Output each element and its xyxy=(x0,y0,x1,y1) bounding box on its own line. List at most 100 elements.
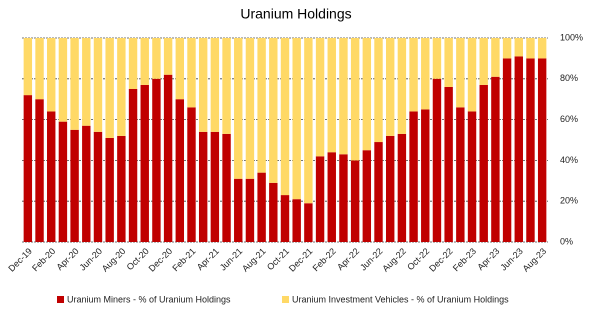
y-tick-label: 40% xyxy=(560,155,578,165)
y-tick-label: 20% xyxy=(560,196,578,206)
bar-segment xyxy=(362,38,372,151)
bar-segment xyxy=(315,38,325,157)
bar-segment xyxy=(245,38,255,179)
bar-segment xyxy=(210,131,220,242)
bar-segment xyxy=(537,58,547,243)
x-tick-label: Feb-22 xyxy=(311,246,338,273)
x-tick-label: Apr-23 xyxy=(475,246,501,272)
x-tick-label: Dec-22 xyxy=(427,246,455,274)
bar-segment xyxy=(280,195,290,242)
bar-segment xyxy=(152,78,161,242)
x-tick-label: Apr-20 xyxy=(55,246,81,272)
bar-segment xyxy=(35,99,44,242)
bar-segment xyxy=(526,58,535,243)
bar-segment xyxy=(479,84,488,242)
bar-segment xyxy=(257,38,266,173)
bar-segment xyxy=(222,38,231,134)
bar-segment xyxy=(58,38,68,122)
bar-segment xyxy=(327,38,336,153)
bar-segment xyxy=(409,38,418,112)
bar-segment xyxy=(304,38,313,204)
bar-segment xyxy=(467,38,477,112)
bar-segment xyxy=(479,38,488,85)
bar-segment xyxy=(70,129,79,242)
bar-segment xyxy=(198,38,208,132)
bar-segment xyxy=(234,38,243,179)
y-tick-label: 80% xyxy=(560,73,578,83)
bar-segment xyxy=(47,111,56,242)
bar-segment xyxy=(105,38,114,138)
x-tick-label: Jun-21 xyxy=(218,246,245,273)
bar-segment xyxy=(222,133,231,242)
bar-segment xyxy=(514,38,523,57)
bar-segment xyxy=(234,178,243,242)
bar-segment xyxy=(175,38,185,100)
bar-segment xyxy=(163,38,173,75)
bar-segment xyxy=(444,38,453,87)
bar-segment xyxy=(23,38,33,96)
bar-segment xyxy=(456,107,465,242)
x-tick-label: Jun-23 xyxy=(498,246,525,273)
bar-segment xyxy=(140,84,149,242)
bar-segment xyxy=(82,38,91,126)
x-tick-label: Aug-22 xyxy=(380,246,408,274)
x-tick-label: Jun-22 xyxy=(358,246,385,273)
legend-label: Uranium Investment Vehicles - % of Urani… xyxy=(292,294,509,304)
bar-segment xyxy=(491,76,500,242)
legend-swatch xyxy=(282,296,289,303)
bar-segment xyxy=(409,111,418,242)
bar-segment xyxy=(339,154,348,242)
bar-segment xyxy=(117,135,126,242)
x-tick-label: Feb-20 xyxy=(30,246,57,273)
bar-segment xyxy=(152,38,161,79)
bar-segment xyxy=(514,56,523,242)
bar-segment xyxy=(117,38,126,136)
bar-segment xyxy=(35,38,44,100)
bar-segment xyxy=(128,38,138,89)
bar-segment xyxy=(245,178,255,242)
bar-segment xyxy=(93,38,103,132)
bar-segment xyxy=(47,38,56,112)
bar-segment xyxy=(350,160,360,242)
legend-swatch xyxy=(57,296,64,303)
bar-segment xyxy=(292,38,301,200)
bar-segment xyxy=(292,199,301,242)
x-tick-label: Feb-23 xyxy=(451,246,478,273)
bar-segment xyxy=(280,38,290,196)
bar-segment xyxy=(105,137,114,242)
x-tick-label: Dec-19 xyxy=(6,246,34,274)
bar-segment xyxy=(269,38,278,183)
chart-title: Uranium Holdings xyxy=(240,6,351,22)
bar-segment xyxy=(491,38,500,77)
x-tick-label: Oct-22 xyxy=(405,246,431,272)
bar-segment xyxy=(304,203,313,242)
bar-segment xyxy=(502,58,512,243)
bar-segment xyxy=(397,38,407,134)
x-tick-label: Aug-23 xyxy=(521,246,549,274)
y-tick-label: 60% xyxy=(560,114,578,124)
y-tick-label: 100% xyxy=(560,32,583,42)
bar-segment xyxy=(374,38,383,143)
bar-segment xyxy=(421,109,430,243)
x-tick-label: Feb-21 xyxy=(170,246,197,273)
bar-segment xyxy=(187,107,196,242)
bar-segment xyxy=(140,38,149,85)
bar-segment xyxy=(82,125,91,242)
x-tick-label: Dec-21 xyxy=(287,246,315,274)
bar-segment xyxy=(163,74,173,242)
bar-segment xyxy=(432,78,442,242)
bar-segment xyxy=(128,89,138,242)
bar-segment xyxy=(315,156,325,242)
x-tick-label: Apr-21 xyxy=(195,246,221,272)
x-tick-label: Aug-21 xyxy=(240,246,268,274)
bar-segment xyxy=(327,152,336,242)
bar-segment xyxy=(385,135,395,242)
x-tick-label: Oct-20 xyxy=(125,246,151,272)
bar-segment xyxy=(70,38,79,130)
bar-segment xyxy=(432,38,442,79)
bar-segment xyxy=(397,133,407,242)
x-tick-label: Apr-22 xyxy=(335,246,361,272)
bar-segment xyxy=(58,121,68,242)
